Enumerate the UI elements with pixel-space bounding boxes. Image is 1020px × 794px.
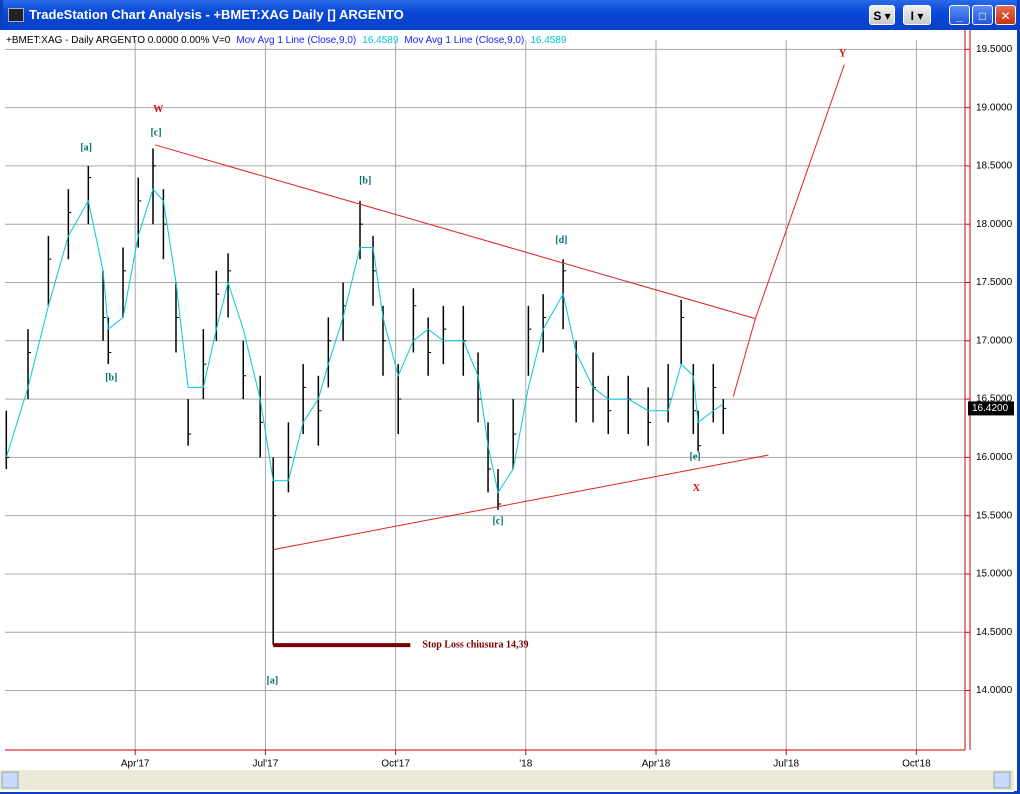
header: +BMET:XAG - Daily ARGENTO 0.0000 0.00% V…	[6, 35, 567, 46]
y-tick-label: 16.0000	[976, 452, 1013, 463]
scrollbar[interactable]	[0, 770, 1014, 790]
header-item: 16.4589	[530, 35, 567, 46]
x-tick-label: Apr'18	[642, 759, 671, 770]
wave-label: X	[693, 483, 701, 494]
wave-label: [e]	[689, 452, 700, 463]
trend-line	[155, 144, 756, 320]
y-tick-label: 16.5000	[976, 394, 1013, 405]
y-tick-label: 18.0000	[976, 219, 1013, 230]
header-item: Mov Avg 1 Line (Close,9,0)	[404, 35, 524, 46]
last-price-tag	[968, 401, 1014, 416]
chart: +BMET:XAG - Daily ARGENTO 0.0000 0.00% V…	[0, 30, 1014, 792]
x-tick-label: Oct'18	[902, 759, 931, 770]
window-title: TradeStation Chart Analysis - +BMET:XAG …	[29, 7, 404, 22]
wave-label: [c]	[492, 516, 503, 527]
y-tick-label: 15.5000	[976, 510, 1013, 521]
minimize-button[interactable]: _	[949, 5, 970, 25]
wave-label: W	[153, 104, 163, 115]
wave-label: [d]	[555, 235, 567, 246]
y-tick-label: 15.0000	[976, 569, 1013, 580]
close-button[interactable]: ✕	[995, 5, 1016, 25]
header-item: 16.4589	[362, 35, 399, 46]
x-tick-label: Apr'17	[121, 759, 150, 770]
wave-label: [a]	[80, 143, 92, 154]
header-item: +BMET:XAG - Daily ARGENTO 0.0000 0.00% V…	[6, 35, 231, 46]
y-tick-label: 14.0000	[976, 685, 1013, 696]
maximize-button[interactable]: □	[972, 5, 993, 25]
s-menu-button[interactable]: S ▾	[869, 5, 895, 25]
wave-label: Y	[839, 48, 847, 59]
button-label: I	[910, 9, 914, 23]
scroll-right[interactable]	[993, 771, 1011, 789]
wave-label: [a]	[267, 676, 279, 687]
x-tick-label: '18	[519, 759, 532, 770]
x-tick-label: Jul'18	[773, 759, 799, 770]
wave-label: [c]	[150, 128, 161, 139]
header-item: Mov Avg 1 Line (Close,9,0)	[236, 35, 356, 46]
x-tick-label: Oct'17	[381, 759, 410, 770]
x-tick-label: Jul'17	[252, 759, 278, 770]
wave-label: [b]	[359, 175, 371, 186]
app-icon	[8, 8, 24, 22]
moving-average	[5, 188, 724, 494]
chart-background	[0, 30, 1014, 792]
y-tick-label: 17.0000	[976, 335, 1013, 346]
title-bar: TradeStation Chart Analysis - +BMET:XAG …	[3, 0, 1017, 30]
scroll-left[interactable]	[1, 771, 19, 789]
stop-loss-label: Stop Loss chiusura 14,39	[422, 639, 528, 650]
wave-label: [b]	[105, 372, 117, 383]
button-label: S	[873, 9, 882, 23]
y-tick-label: 14.5000	[976, 627, 1013, 638]
trend-line	[732, 64, 845, 397]
i-menu-button[interactable]: I ▾	[903, 5, 931, 25]
trend-line	[273, 454, 769, 550]
y-tick-label: 19.5000	[976, 44, 1013, 55]
y-tick-label: 18.5000	[976, 161, 1013, 172]
header-text: +BMET:XAG - Daily ARGENTO 0.0000 0.00% V…	[6, 35, 567, 46]
y-tick-label: 19.0000	[976, 102, 1013, 113]
last-price-label: 16.4200	[972, 403, 1009, 414]
y-tick-label: 17.5000	[976, 277, 1013, 288]
